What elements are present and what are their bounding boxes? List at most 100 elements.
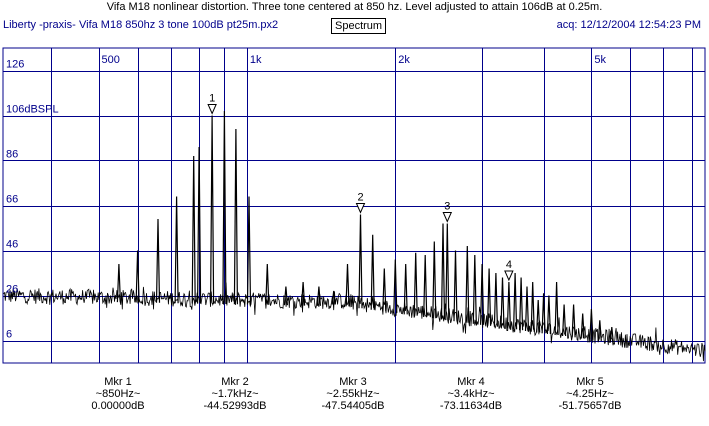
spectral-peak xyxy=(571,304,576,338)
spectral-peak xyxy=(135,250,140,303)
y-tick-labels: 126 106dBSPL 86 66 46 26 6 xyxy=(6,59,59,341)
spectral-peak xyxy=(506,281,511,329)
marker-readout-level: -51.75657dB xyxy=(558,400,622,412)
y-tick-label: 26 xyxy=(6,284,18,296)
spectral-peak xyxy=(524,286,530,332)
y-tick-label: 6 xyxy=(6,329,12,341)
spectral-peak xyxy=(472,254,477,324)
spectral-peak xyxy=(246,196,252,305)
marker-readout-4: Mkr 4 ~3.4kHz~ -73.11634dB xyxy=(416,376,526,412)
marker-readout-level: -47.54405dB xyxy=(321,400,385,412)
spectrum-plot[interactable]: 500 1k 2k 5k 126 106dBSPL 86 66 46 26 6 1 2 3 4 xyxy=(0,36,709,366)
marker-readout-name: Mkr 1 xyxy=(104,376,132,388)
marker-triangle xyxy=(355,203,366,214)
spectral-peak xyxy=(393,259,398,313)
spectral-peak xyxy=(519,277,524,331)
info-row: Liberty -praxis- Vifa M18 850hz 3 tone 1… xyxy=(0,18,709,34)
spectral-peak xyxy=(345,263,350,307)
marker-readout-5: Mkr 5 ~4.25Hz~ -51.75657dB xyxy=(535,376,645,412)
spectral-peak xyxy=(541,293,546,334)
spectral-peak xyxy=(536,299,541,333)
marker-readout-name: Mkr 3 xyxy=(339,376,367,388)
x-tick-labels: 500 1k 2k 5k xyxy=(102,54,607,66)
spectral-peak xyxy=(301,281,306,306)
marker-readout-table: Mkr 1 ~850Hz~ 0.00000dB Mkr 2 ~1.7kHz~ -… xyxy=(0,376,709,424)
marker-readout-name: Mkr 4 xyxy=(457,376,485,388)
marker-label: 3 xyxy=(444,201,450,213)
spectral-peak xyxy=(530,281,535,332)
spectral-peak xyxy=(197,146,202,304)
marker-readout-freq: ~3.4kHz~ xyxy=(447,388,495,400)
spectral-peak xyxy=(500,277,505,328)
brand-label: Liberty -praxis- xyxy=(3,19,76,31)
spectral-peak xyxy=(283,286,288,306)
spectral-peak xyxy=(210,115,215,304)
marker-readout-name: Mkr 5 xyxy=(576,376,604,388)
spectral-peak xyxy=(331,290,336,305)
marker-label: 2 xyxy=(357,192,363,204)
spectral-peak xyxy=(265,263,270,305)
spectral-peak xyxy=(580,313,585,339)
spectral-peak xyxy=(358,214,363,309)
spectral-peak xyxy=(480,263,485,325)
plot-grid xyxy=(2,47,706,364)
marker-readout-level: -73.11634dB xyxy=(439,400,503,412)
spectrum-trace xyxy=(2,110,706,362)
marker-readout-3: Mkr 3 ~2.55kHz~ -47.54405dB xyxy=(298,376,408,412)
marker-readout-level: 0.00000dB xyxy=(91,400,145,412)
marker-triangle xyxy=(504,270,514,282)
marker-readout-freq: ~1.7kHz~ xyxy=(211,388,259,400)
spectral-peak xyxy=(440,223,446,320)
spectral-peak xyxy=(403,263,408,315)
marker-layer: 1 2 3 4 xyxy=(207,93,514,282)
spectral-peak xyxy=(513,272,518,330)
x-tick-label: 1k xyxy=(250,54,262,66)
x-tick-label: 500 xyxy=(102,54,120,66)
spectral-peak xyxy=(116,263,121,303)
mode-button[interactable]: Spectrum xyxy=(331,18,387,34)
marker-readout-freq: ~850Hz~ xyxy=(95,388,141,400)
file-name: Vifa M18 850hz 3 tone 100dB pt25m.px2 xyxy=(79,19,279,31)
spectral-peak xyxy=(493,272,498,327)
x-tick-label: 2k xyxy=(398,54,410,66)
spectral-peak xyxy=(562,304,567,337)
spectral-peak xyxy=(174,196,179,304)
spectral-peak xyxy=(423,254,428,318)
spectral-peak xyxy=(597,320,602,341)
spectral-peak xyxy=(191,155,196,304)
y-tick-label: 106dBSPL xyxy=(6,104,59,116)
spectral-peak xyxy=(609,326,614,343)
marker-readout-name: Mkr 2 xyxy=(221,376,249,388)
spectral-peak xyxy=(554,281,559,336)
y-tick-label: 126 xyxy=(6,59,24,71)
spectral-peak xyxy=(445,223,450,321)
marker-label: 1 xyxy=(209,93,215,105)
y-tick-label: 46 xyxy=(6,239,18,251)
x-tick-label: 5k xyxy=(594,54,606,66)
spectral-peak xyxy=(413,252,418,316)
marker-readout-1: Mkr 1 ~850Hz~ 0.00000dB xyxy=(63,376,173,412)
marker-triangle xyxy=(207,104,217,115)
marker-readout-2: Mkr 2 ~1.7kHz~ -44.52993dB xyxy=(180,376,290,412)
marker-readout-freq: ~2.55kHz~ xyxy=(326,388,380,400)
acquisition-timestamp: acq: 12/12/2004 12:54:23 PM xyxy=(556,19,701,31)
spectral-peak xyxy=(546,295,551,335)
chart-title: Vifa M18 nonlinear distortion. Three ton… xyxy=(106,1,603,13)
spectral-peak xyxy=(222,110,227,305)
spectral-peak xyxy=(370,234,375,310)
y-tick-label: 66 xyxy=(6,194,18,206)
plot-frame xyxy=(2,47,706,364)
spectral-peak xyxy=(233,128,238,305)
marker-readout-level: -44.52993dB xyxy=(203,400,267,412)
marker-readout-freq: ~4.25Hz~ xyxy=(566,388,614,400)
spectral-peak xyxy=(155,218,161,303)
marker-triangle xyxy=(442,212,453,223)
marker-label: 4 xyxy=(506,259,512,271)
spectral-peak xyxy=(432,241,437,319)
spectral-peak xyxy=(453,250,458,322)
spectral-peak xyxy=(465,245,470,323)
spectral-peak xyxy=(487,268,492,326)
y-tick-label: 86 xyxy=(6,149,18,161)
spectral-peak xyxy=(316,286,321,306)
spectral-peak xyxy=(382,268,387,312)
